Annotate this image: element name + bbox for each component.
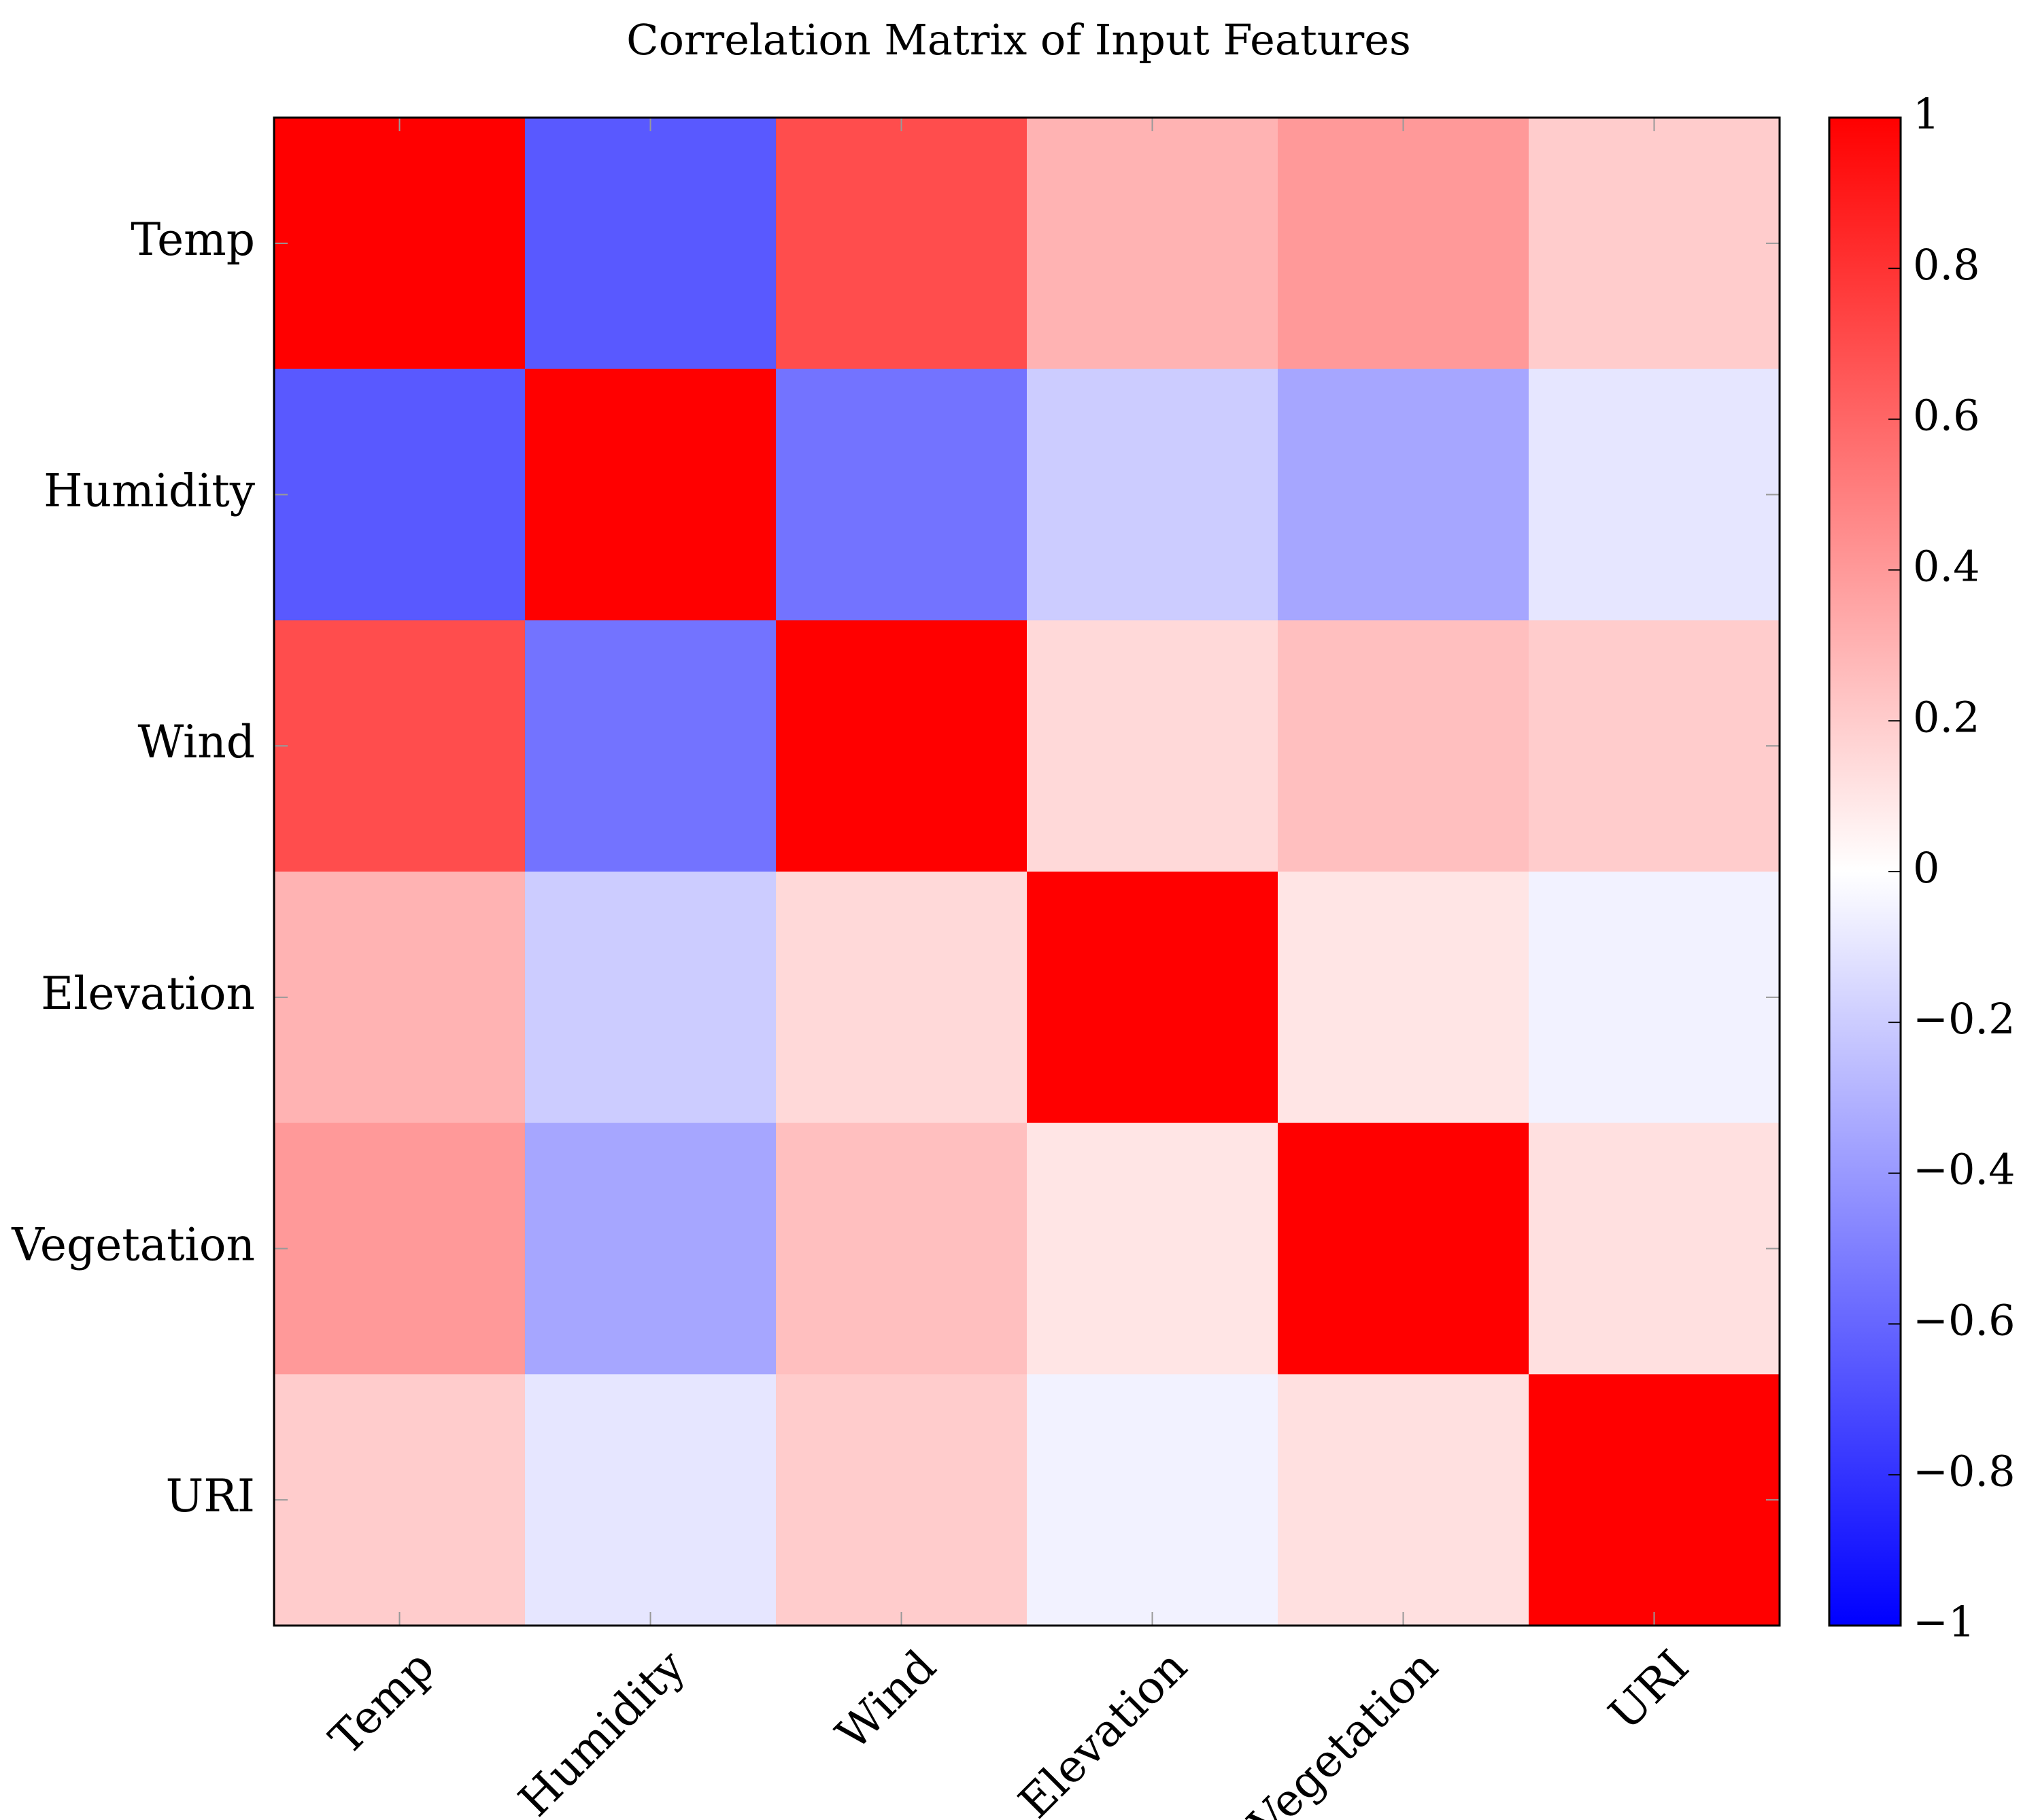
axis-ticks: [274, 118, 1780, 1626]
heatmap-cell-humidity-humidity: [525, 368, 777, 621]
heatmap-cell-uri-uri: [1529, 1374, 1780, 1626]
heatmap-cell-temp-uri: [1529, 118, 1780, 370]
colorbar-tick-label: 0.2: [1913, 692, 1980, 742]
heatmap-cell-uri-vegetation: [1278, 1374, 1529, 1626]
colorbar-tick-label: −1: [1913, 1597, 1975, 1647]
heatmap-cell-humidity-temp: [274, 368, 526, 621]
heatmap-cell-humidity-vegetation: [1278, 368, 1529, 621]
x-label-uri: URI: [1599, 1640, 1699, 1740]
heatmap-cell-elevation-vegetation: [1278, 872, 1529, 1124]
colorbar-tick-label: 0.8: [1913, 240, 1980, 290]
x-label-temp: Temp: [320, 1640, 445, 1765]
heatmap-cell-uri-temp: [274, 1374, 526, 1626]
y-label-elevation: Elevation: [41, 967, 255, 1020]
colorbar-tick-label: 0: [1913, 843, 1939, 893]
heatmap-cell-vegetation-wind: [776, 1122, 1028, 1375]
heatmap-cell-temp-humidity: [525, 118, 777, 370]
heatmap-cell-temp-vegetation: [1278, 118, 1529, 370]
y-label-humidity: Humidity: [44, 465, 256, 517]
x-label-vegetation: Vegetation: [1238, 1640, 1448, 1820]
x-label-elevation: Elevation: [1008, 1640, 1197, 1820]
heatmap-cell-vegetation-temp: [274, 1122, 526, 1375]
heatmap-cell-humidity-uri: [1529, 368, 1780, 621]
y-label-vegetation: Vegetation: [11, 1219, 255, 1271]
x-label-humidity: Humidity: [509, 1640, 696, 1820]
heatmap-cell-vegetation-vegetation: [1278, 1122, 1529, 1375]
heatmap-cell-elevation-wind: [776, 872, 1028, 1124]
x-axis-tick-labels: Temp Humidity Wind Elevation Vegetation URI: [320, 1640, 1699, 1820]
colorbar-tick-label: −0.2: [1913, 994, 2016, 1044]
y-label-temp: Temp: [131, 213, 255, 266]
heatmap-cell-elevation-temp: [274, 872, 526, 1124]
heatmap-cells: [274, 118, 1780, 1626]
colorbar: 1 0.8 0.6 0.4 0.2 0 −0.2 −0.4 −0.6 −0.8 −1: [1828, 89, 2016, 1647]
heatmap-cell-wind-vegetation: [1278, 620, 1529, 872]
heatmap-cell-vegetation-elevation: [1027, 1122, 1278, 1375]
colorbar-tick-label: 1: [1913, 89, 1939, 139]
colorbar-tick-label: −0.4: [1913, 1145, 2016, 1195]
x-label-wind: Wind: [826, 1640, 946, 1759]
plot-frame: [273, 116, 1781, 1627]
y-label-wind: Wind: [137, 716, 255, 768]
heatmap-cell-temp-elevation: [1027, 118, 1278, 370]
colorbar-tick-label: 0.6: [1913, 391, 1980, 441]
chart-title: Correlation Matrix of Input Features: [626, 15, 1411, 65]
heatmap-cell-wind-temp: [274, 620, 526, 872]
heatmap-cell-vegetation-uri: [1529, 1122, 1780, 1375]
heatmap-cell-temp-temp: [274, 118, 526, 370]
colorbar-tick-label: −0.8: [1913, 1446, 2016, 1496]
y-label-uri: URI: [166, 1470, 255, 1522]
heatmap-cell-wind-elevation: [1027, 620, 1278, 872]
heatmap-cell-temp-wind: [776, 118, 1028, 370]
heatmap-cell-elevation-elevation: [1027, 872, 1278, 1124]
y-axis-tick-labels: Temp Humidity Wind Elevation Vegetation URI: [11, 213, 255, 1522]
heatmap-cell-wind-uri: [1529, 620, 1780, 872]
heatmap-cell-wind-wind: [776, 620, 1028, 872]
heatmap-cell-elevation-humidity: [525, 872, 777, 1124]
colorbar-tick-label: −0.6: [1913, 1296, 2016, 1345]
heatmap-cell-uri-wind: [776, 1374, 1028, 1626]
colorbar-tick-label: 0.4: [1913, 542, 1980, 591]
heatmap-cell-humidity-elevation: [1027, 368, 1278, 621]
heatmap-cell-uri-elevation: [1027, 1374, 1278, 1626]
heatmap-cell-humidity-wind: [776, 368, 1028, 621]
heatmap-cell-uri-humidity: [525, 1374, 777, 1626]
heatmap-cell-vegetation-humidity: [525, 1122, 777, 1375]
heatmap-cell-elevation-uri: [1529, 872, 1780, 1124]
heatmap-cell-wind-humidity: [525, 620, 777, 872]
colorbar-ticks: 1 0.8 0.6 0.4 0.2 0 −0.2 −0.4 −0.6 −0.8 −1: [1888, 89, 2016, 1647]
